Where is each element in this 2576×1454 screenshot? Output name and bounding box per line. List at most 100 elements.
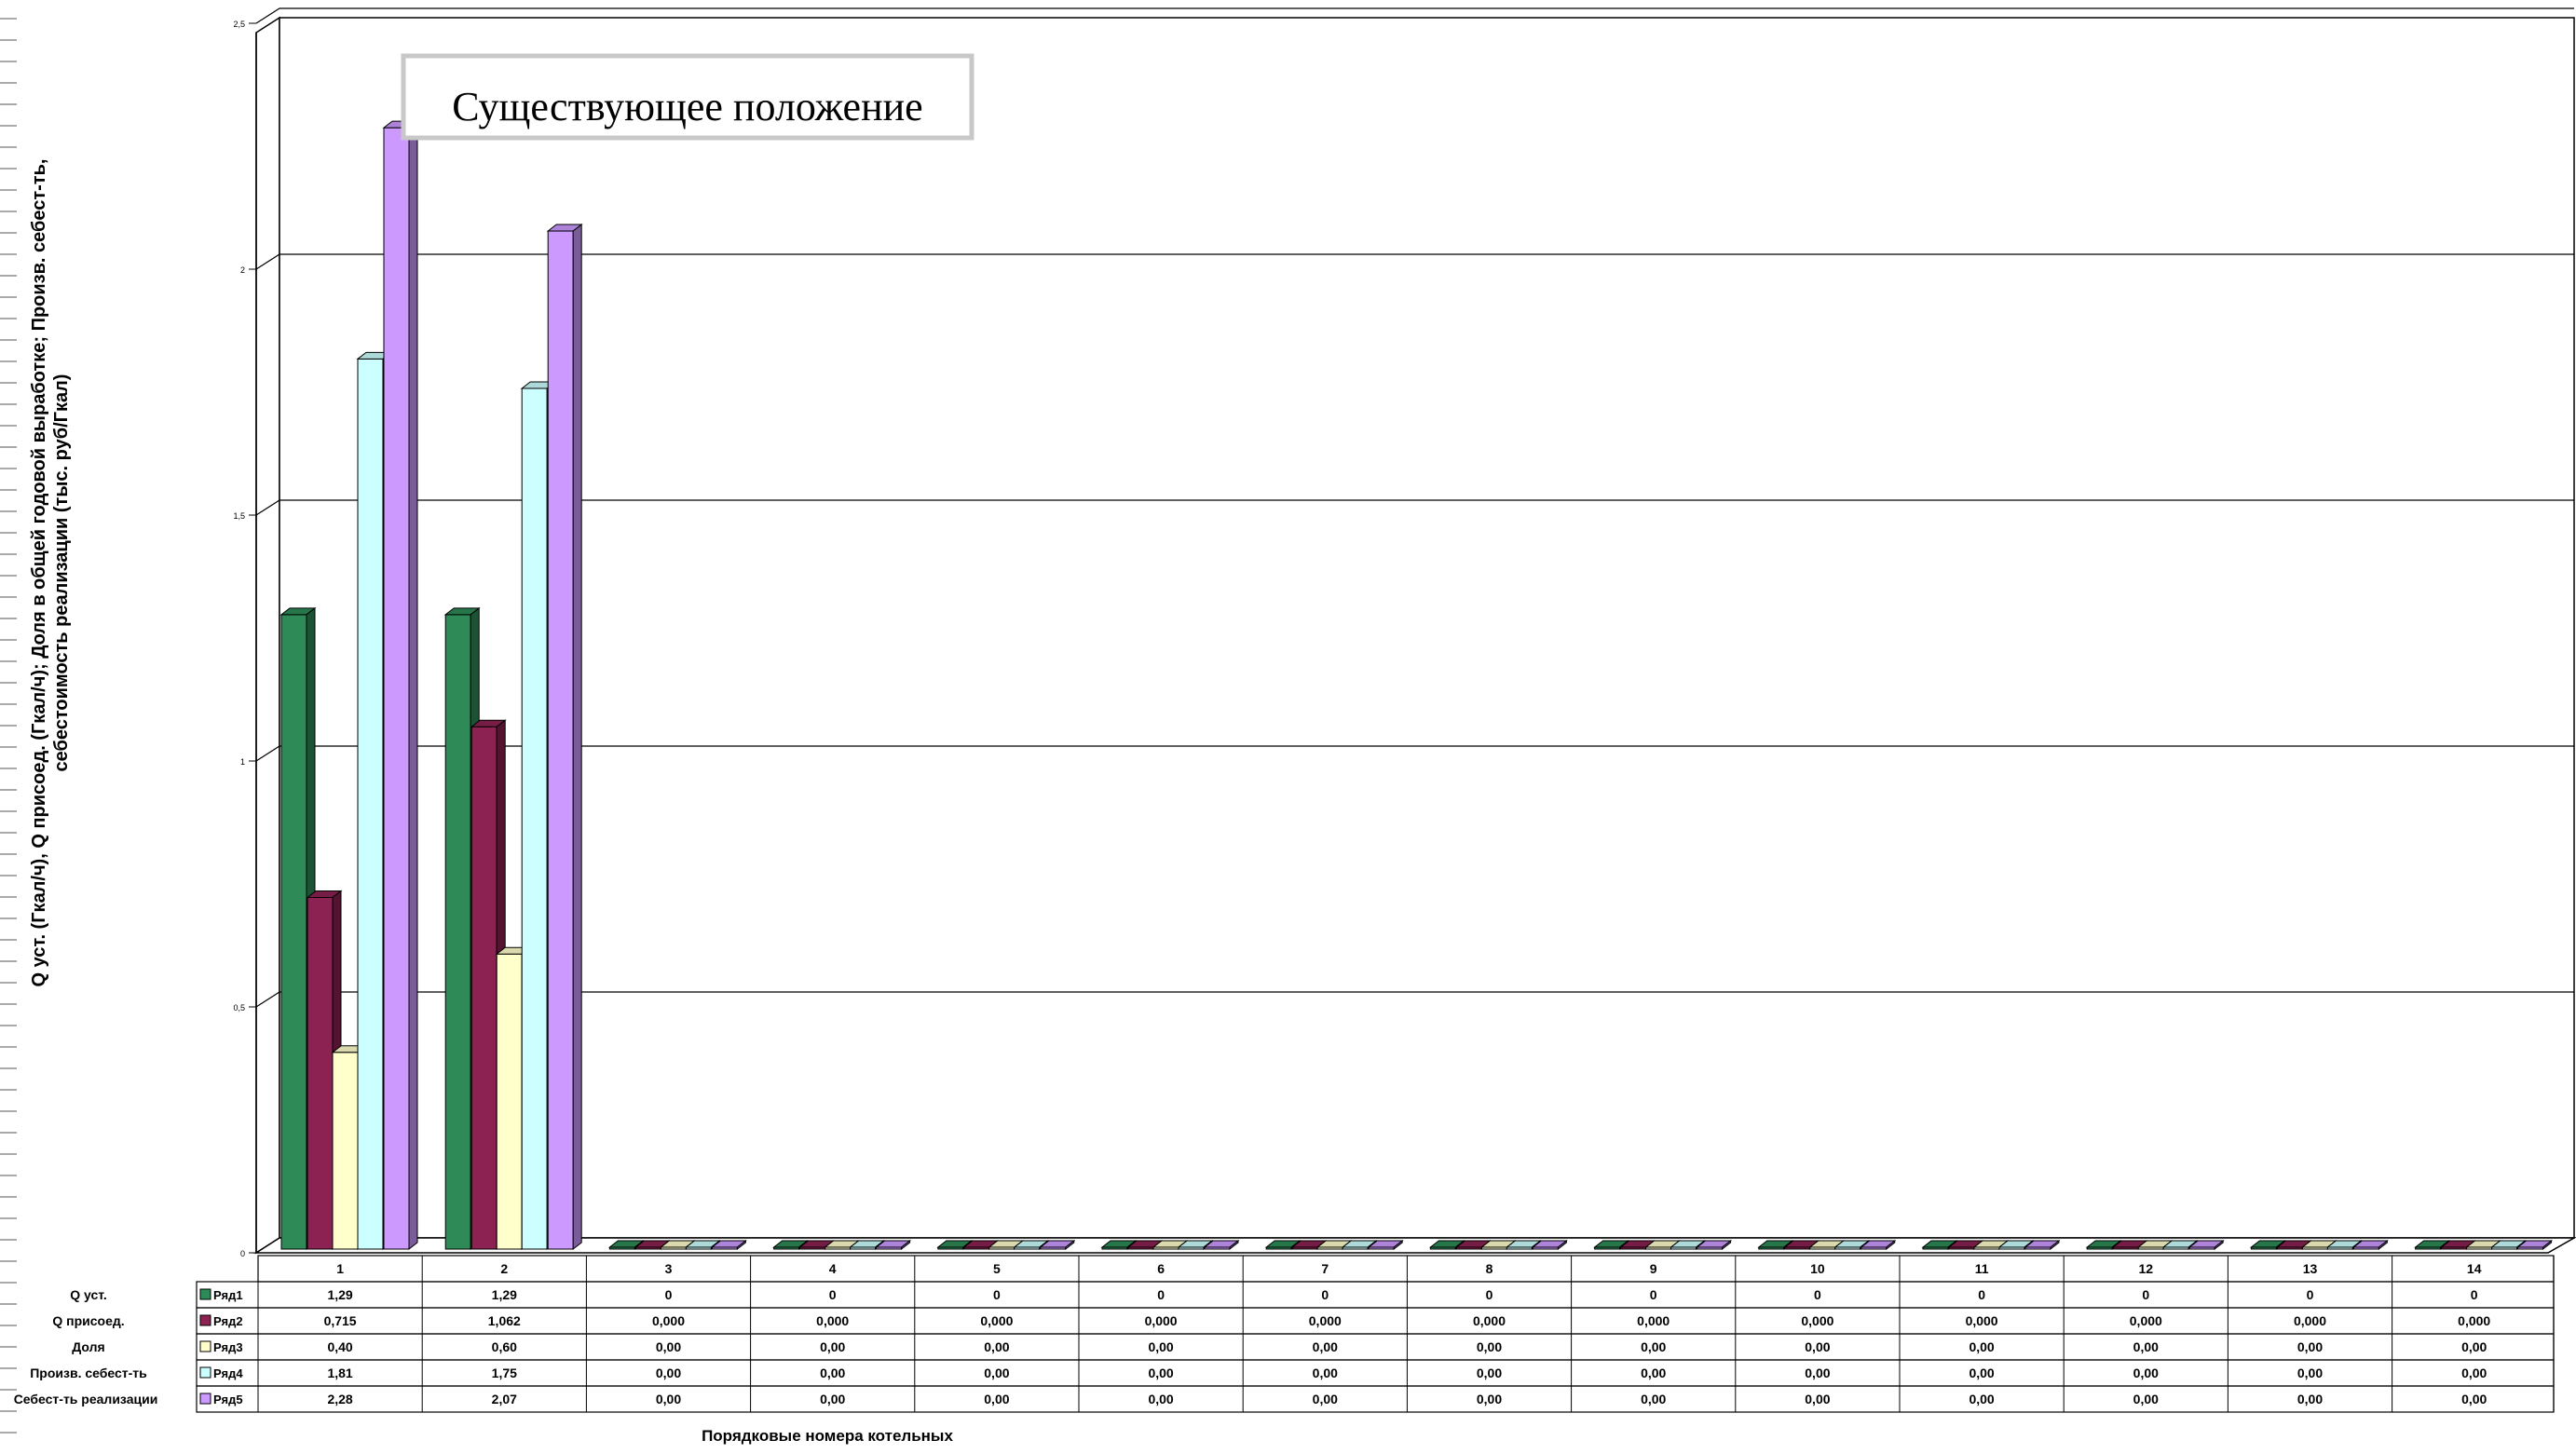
data-label: 0,00 (1641, 1339, 1666, 1354)
gridline (255, 991, 2574, 1008)
category-label: 10 (1810, 1261, 1825, 1276)
row-label: Произв. себест-ть (30, 1366, 147, 1380)
data-label: 0,000 (1473, 1313, 1506, 1328)
bar-side (2542, 1239, 2553, 1251)
bar-front (357, 358, 384, 1250)
data-label: 0,60 (492, 1339, 517, 1354)
table-header-row (257, 1255, 2555, 1283)
table-row (196, 1307, 2555, 1335)
bar-side (2378, 1239, 2388, 1251)
bar-side (1722, 1239, 1732, 1251)
bar (2188, 1239, 2225, 1251)
data-label: 0,00 (1969, 1366, 1994, 1380)
bar-side (901, 1239, 911, 1251)
bar (710, 1239, 747, 1251)
data-label: 0,000 (2130, 1313, 2162, 1328)
bar-side (1393, 1239, 1403, 1251)
data-label: 1,062 (488, 1313, 521, 1328)
data-label: 0,40 (327, 1339, 352, 1354)
y-axis-title: Q уст. (Гкал/ч), Q присоед. (Гкал/ч); До… (29, 159, 72, 987)
legend-key (199, 1314, 211, 1326)
y-tick-label: 0 (240, 1249, 245, 1258)
data-label: 1,29 (327, 1287, 352, 1302)
bars (279, 120, 2554, 1251)
data-label: 0,00 (984, 1339, 1009, 1354)
data-label: 0,00 (2297, 1339, 2323, 1354)
category-label: 2 (500, 1261, 508, 1276)
table-row (196, 1385, 2555, 1413)
bar-front (470, 726, 497, 1250)
legend-key (199, 1288, 211, 1300)
legend-key (199, 1393, 211, 1405)
data-label: 0,00 (1805, 1392, 1830, 1406)
title-box: Существующее положение (401, 53, 975, 141)
y-tick-label: 2 (240, 265, 245, 275)
data-label: 0,000 (1966, 1313, 1998, 1328)
data-label: 0,00 (1969, 1392, 1994, 1406)
gridline (255, 745, 2574, 762)
chart-title: Существующее положение (452, 84, 922, 129)
floor (253, 1237, 2576, 1254)
data-label: 0,00 (1148, 1366, 1173, 1380)
data-label: 0,00 (984, 1366, 1009, 1380)
bar (1860, 1239, 1897, 1251)
data-label: 0,000 (2294, 1313, 2326, 1328)
data-label: 0,00 (2297, 1366, 2323, 1380)
bar-side (1886, 1239, 1896, 1251)
data-label: 0,00 (2461, 1366, 2487, 1380)
data-label: 0,00 (1148, 1392, 1173, 1406)
bar-side (572, 224, 582, 1251)
bar-front (444, 614, 471, 1250)
bar-side (408, 120, 418, 1251)
data-label: 0,000 (1637, 1313, 1670, 1328)
gridlines (255, 7, 2574, 1008)
data-table: 1 2 3 4 5 6 7 8 9 10 11 12 13 14Q уст. Ряд1 1,29 1,29 0 0 0… (14, 1255, 2555, 1413)
data-label: 0,000 (1145, 1313, 1178, 1328)
data-label: 0 (2142, 1287, 2149, 1302)
data-label: 0 (1814, 1287, 1821, 1302)
row-label: Доля (72, 1339, 104, 1354)
data-label: 0 (1157, 1287, 1165, 1302)
category-label: 13 (2303, 1261, 2318, 1276)
bar (2516, 1239, 2554, 1251)
data-label: 0,000 (652, 1313, 685, 1328)
bar (1203, 1239, 1240, 1251)
bar-front (280, 614, 307, 1250)
data-label: 0,00 (820, 1366, 845, 1380)
y-tick-label: 2,5 (233, 20, 245, 29)
data-label: 0,00 (1641, 1366, 1666, 1380)
legend-series-name: Ряд5 (213, 1393, 243, 1406)
y-axis-ticks: 0 0,5 1 1,5 2 2,5 (233, 20, 257, 1258)
category-label: 8 (1486, 1261, 1493, 1276)
data-label: 0,00 (1313, 1392, 1338, 1406)
bar-front (332, 1052, 359, 1250)
legend-series-name: Ряд4 (213, 1366, 243, 1380)
bar (1696, 1239, 1733, 1251)
data-label: 0,000 (2458, 1313, 2490, 1328)
gridline (255, 253, 2574, 270)
bar (1367, 1239, 1404, 1251)
table-row (196, 1333, 2555, 1361)
category-label: 5 (993, 1261, 1001, 1276)
data-label: 0,00 (984, 1392, 1009, 1406)
x-axis-title: Порядковые номера котельных (702, 1427, 953, 1445)
data-label: 0,00 (1805, 1339, 1830, 1354)
legend-key (199, 1366, 211, 1379)
data-label: 2,07 (492, 1392, 517, 1406)
data-label: 0,00 (1477, 1339, 1502, 1354)
data-label: 0,00 (1969, 1339, 1994, 1354)
bar (875, 1239, 912, 1251)
bar (2024, 1239, 2061, 1251)
data-label: 0,00 (2461, 1392, 2487, 1406)
row-label: Себест-ть реализации (14, 1392, 158, 1406)
y-tick-label: 0,5 (233, 1003, 245, 1012)
data-label: 1,75 (492, 1366, 517, 1380)
data-label: 0,00 (1805, 1366, 1830, 1380)
data-label: 0,000 (980, 1313, 1013, 1328)
side-wall (255, 16, 280, 1255)
y-axis-title-line2: себестоимость реализации (тыс. руб/Гкал) (51, 374, 72, 772)
data-label: 0 (1321, 1287, 1329, 1302)
bar (1531, 1239, 1568, 1251)
bar-side (2214, 1239, 2224, 1251)
